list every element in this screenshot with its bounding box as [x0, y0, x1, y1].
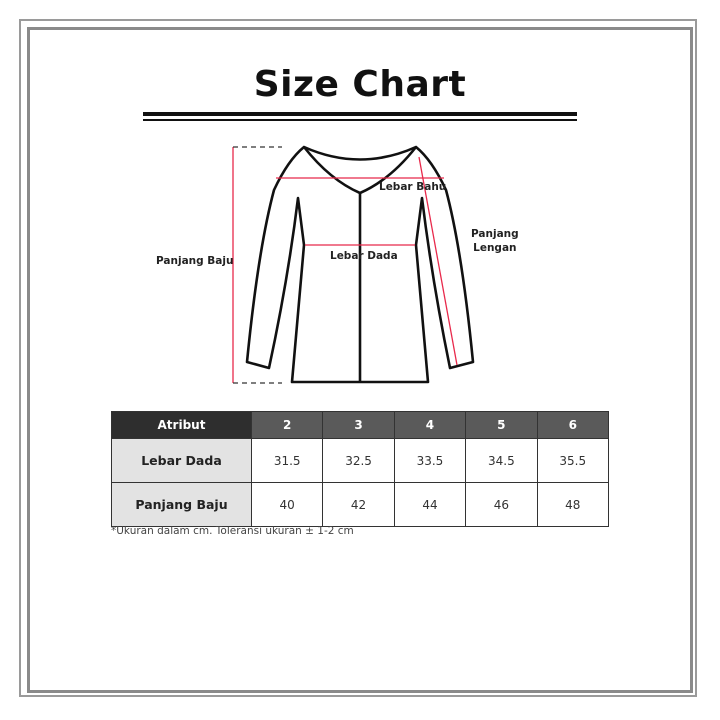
- table-cell: 34.5: [465, 438, 538, 483]
- header-cell: 5: [465, 411, 538, 439]
- table-header-row: Atribut 2 3 4 5 6: [111, 411, 610, 439]
- cardigan-outline: [245, 145, 475, 384]
- label-lebar-dada: Lebar Dada: [330, 250, 398, 262]
- table-row: Panjang Baju 40 42 44 46 48: [111, 482, 610, 527]
- row-label: Panjang Baju: [111, 482, 252, 527]
- table-cell: 32.5: [322, 438, 395, 483]
- measure-lines: [232, 147, 458, 383]
- table-row: Lebar Dada 31.5 32.5 33.5 34.5 35.5: [111, 438, 610, 483]
- header-cell: 6: [536, 411, 610, 439]
- size-table: Atribut 2 3 4 5 6 Lebar Dada 31.5 32.5 3…: [111, 411, 610, 527]
- table-cell: 48: [536, 482, 610, 527]
- sleeve-measure: [418, 156, 458, 366]
- table-cell: 46: [465, 482, 538, 527]
- table-cell: 35.5: [536, 438, 610, 483]
- label-panjang-lengan-line1: Panjang: [471, 228, 519, 240]
- table-cell: 44: [393, 482, 467, 527]
- label-panjang-lengan-line2: Lengan: [473, 242, 517, 254]
- outer-frame: [19, 19, 697, 697]
- table-cell: 31.5: [250, 438, 324, 483]
- table-cell: 33.5: [393, 438, 467, 483]
- label-panjang-baju: Panjang Baju: [156, 255, 234, 267]
- header-cell: 2: [250, 411, 324, 439]
- table-cell: 42: [322, 482, 395, 527]
- row-label: Lebar Dada: [111, 438, 252, 483]
- header-cell: Atribut: [111, 411, 252, 439]
- title-divider: [143, 112, 577, 116]
- title-divider-thin: [143, 119, 577, 121]
- label-lebar-bahu: Lebar Bahu: [379, 181, 447, 193]
- header-cell: 3: [322, 411, 395, 439]
- label-panjang-lengan: Panjang Lengan: [471, 227, 519, 255]
- inner-frame: [27, 27, 693, 693]
- header-cell: 4: [393, 411, 467, 439]
- page-title: Size Chart: [253, 64, 467, 105]
- size-note: *Ukuran dalam cm. Toleransi ukuran ± 1-2…: [111, 525, 354, 537]
- table-cell: 40: [250, 482, 324, 527]
